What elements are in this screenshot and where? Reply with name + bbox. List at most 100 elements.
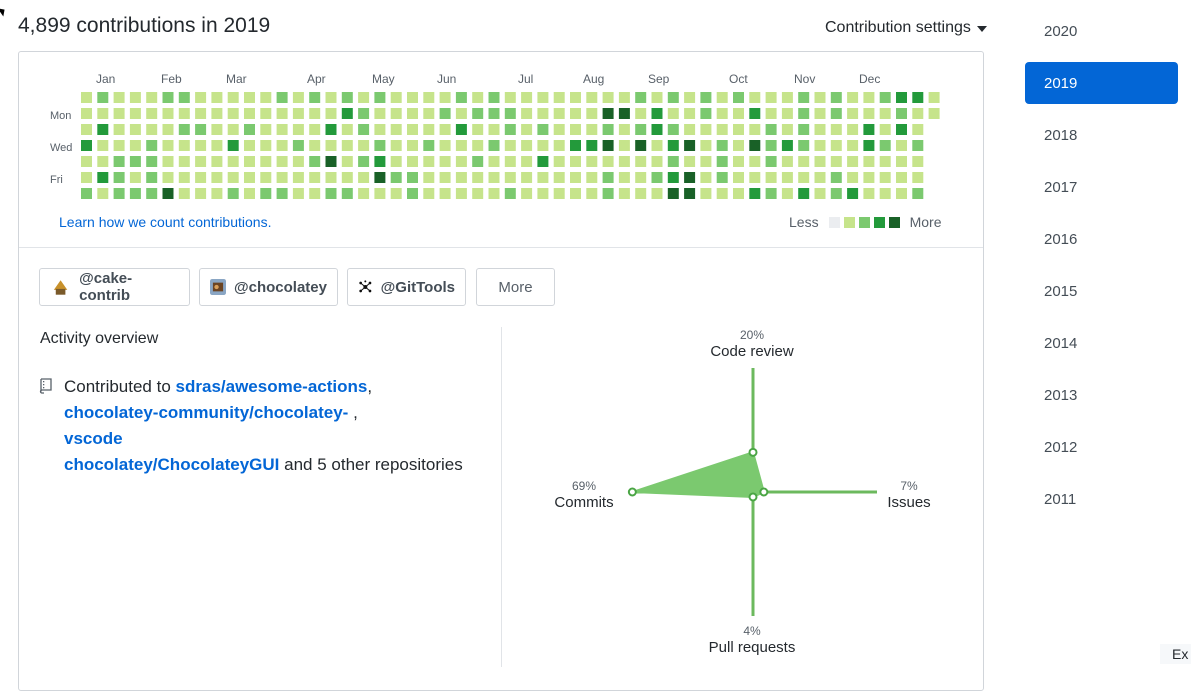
contribution-day-cell[interactable] bbox=[276, 140, 288, 151]
contribution-day-cell[interactable] bbox=[781, 124, 793, 135]
contribution-day-cell[interactable] bbox=[309, 92, 321, 103]
contribution-day-cell[interactable] bbox=[635, 172, 647, 183]
contribution-day-cell[interactable] bbox=[912, 188, 924, 199]
contribution-day-cell[interactable] bbox=[814, 172, 826, 183]
contribution-day-cell[interactable] bbox=[472, 172, 484, 183]
contribution-day-cell[interactable] bbox=[407, 188, 418, 199]
contribution-day-cell[interactable] bbox=[292, 140, 304, 151]
contribution-day-cell[interactable] bbox=[537, 156, 549, 167]
contribution-day-cell[interactable] bbox=[651, 188, 663, 199]
contribution-day-cell[interactable] bbox=[798, 92, 810, 103]
contribution-day-cell[interactable] bbox=[260, 172, 272, 183]
contribution-day-cell[interactable] bbox=[325, 140, 337, 151]
contribution-day-cell[interactable] bbox=[912, 124, 924, 135]
contribution-day-cell[interactable] bbox=[765, 188, 777, 199]
contribution-day-cell[interactable] bbox=[716, 188, 728, 199]
contribution-day-cell[interactable] bbox=[195, 156, 207, 167]
contribution-day-cell[interactable] bbox=[407, 140, 418, 151]
contribution-day-cell[interactable] bbox=[195, 108, 207, 119]
contribution-day-cell[interactable] bbox=[847, 156, 859, 167]
contribution-day-cell[interactable] bbox=[113, 124, 125, 135]
contribution-day-cell[interactable] bbox=[97, 188, 109, 199]
contribution-day-cell[interactable] bbox=[504, 108, 516, 119]
contribution-day-cell[interactable] bbox=[276, 124, 288, 135]
contribution-day-cell[interactable] bbox=[684, 108, 696, 119]
contribution-day-cell[interactable] bbox=[146, 92, 158, 103]
contribution-day-cell[interactable] bbox=[309, 188, 321, 199]
repo-link-vscode[interactable]: vscode bbox=[64, 429, 123, 448]
contribution-day-cell[interactable] bbox=[602, 108, 614, 119]
contribution-day-cell[interactable] bbox=[733, 188, 744, 199]
contribution-day-cell[interactable] bbox=[162, 156, 174, 167]
contribution-day-cell[interactable] bbox=[700, 140, 712, 151]
contribution-day-cell[interactable] bbox=[358, 140, 370, 151]
contribution-day-cell[interactable] bbox=[700, 172, 712, 183]
contribution-day-cell[interactable] bbox=[618, 172, 630, 183]
contribution-day-cell[interactable] bbox=[276, 172, 288, 183]
contribution-day-cell[interactable] bbox=[521, 172, 533, 183]
contribution-day-cell[interactable] bbox=[227, 156, 239, 167]
repo-link-awesome-actions[interactable]: sdras/awesome-actions bbox=[175, 377, 368, 396]
contribution-day-cell[interactable] bbox=[97, 140, 109, 151]
contribution-day-cell[interactable] bbox=[553, 172, 565, 183]
contribution-day-cell[interactable] bbox=[863, 156, 875, 167]
contribution-day-cell[interactable] bbox=[358, 124, 370, 135]
contribution-day-cell[interactable] bbox=[814, 140, 826, 151]
contribution-day-cell[interactable] bbox=[879, 156, 891, 167]
contribution-day-cell[interactable] bbox=[830, 124, 842, 135]
contribution-day-cell[interactable] bbox=[830, 92, 842, 103]
contribution-day-cell[interactable] bbox=[374, 188, 386, 199]
contribution-day-cell[interactable] bbox=[390, 188, 402, 199]
contribution-day-cell[interactable] bbox=[325, 108, 337, 119]
contribution-day-cell[interactable] bbox=[798, 188, 810, 199]
contribution-day-cell[interactable] bbox=[602, 172, 614, 183]
contribution-day-cell[interactable] bbox=[765, 156, 777, 167]
contribution-day-cell[interactable] bbox=[553, 156, 565, 167]
contribution-day-cell[interactable] bbox=[716, 124, 728, 135]
contribution-day-cell[interactable] bbox=[912, 172, 924, 183]
contribution-day-cell[interactable] bbox=[488, 156, 500, 167]
contribution-day-cell[interactable] bbox=[276, 108, 288, 119]
contribution-day-cell[interactable] bbox=[635, 188, 647, 199]
contribution-day-cell[interactable] bbox=[781, 172, 793, 183]
contribution-day-cell[interactable] bbox=[504, 124, 516, 135]
contribution-day-cell[interactable] bbox=[178, 172, 190, 183]
contribution-day-cell[interactable] bbox=[488, 124, 500, 135]
contribution-day-cell[interactable] bbox=[292, 124, 304, 135]
contribution-day-cell[interactable] bbox=[407, 108, 418, 119]
year-link-2012[interactable]: 2012 bbox=[1044, 438, 1078, 456]
contribution-day-cell[interactable] bbox=[358, 172, 370, 183]
contribution-day-cell[interactable] bbox=[195, 188, 207, 199]
contribution-day-cell[interactable] bbox=[244, 172, 255, 183]
contribution-day-cell[interactable] bbox=[178, 92, 190, 103]
contribution-day-cell[interactable] bbox=[439, 108, 451, 119]
contribution-day-cell[interactable] bbox=[309, 156, 321, 167]
contribution-day-cell[interactable] bbox=[602, 156, 614, 167]
contribution-day-cell[interactable] bbox=[896, 140, 907, 151]
contribution-day-cell[interactable] bbox=[749, 140, 761, 151]
contribution-day-cell[interactable] bbox=[651, 156, 663, 167]
contribution-day-cell[interactable] bbox=[260, 156, 272, 167]
contribution-day-cell[interactable] bbox=[146, 172, 158, 183]
contribution-day-cell[interactable] bbox=[162, 108, 174, 119]
contribution-day-cell[interactable] bbox=[423, 172, 435, 183]
contribution-day-cell[interactable] bbox=[358, 188, 370, 199]
contribution-day-cell[interactable] bbox=[423, 108, 435, 119]
contribution-day-cell[interactable] bbox=[521, 188, 533, 199]
contribution-day-cell[interactable] bbox=[733, 124, 744, 135]
contribution-day-cell[interactable] bbox=[341, 124, 353, 135]
contribution-day-cell[interactable] bbox=[439, 92, 451, 103]
contribution-day-cell[interactable] bbox=[684, 188, 696, 199]
contribution-day-cell[interactable] bbox=[260, 140, 272, 151]
contribution-day-cell[interactable] bbox=[618, 124, 630, 135]
year-link-2017[interactable]: 2017 bbox=[1044, 178, 1078, 196]
contribution-day-cell[interactable] bbox=[618, 188, 630, 199]
contribution-day-cell[interactable] bbox=[814, 188, 826, 199]
contribution-day-cell[interactable] bbox=[700, 188, 712, 199]
contribution-day-cell[interactable] bbox=[879, 92, 891, 103]
contribution-day-cell[interactable] bbox=[553, 108, 565, 119]
contribution-day-cell[interactable] bbox=[635, 92, 647, 103]
contribution-day-cell[interactable] bbox=[912, 156, 924, 167]
contribution-day-cell[interactable] bbox=[325, 188, 337, 199]
contribution-day-cell[interactable] bbox=[472, 124, 484, 135]
